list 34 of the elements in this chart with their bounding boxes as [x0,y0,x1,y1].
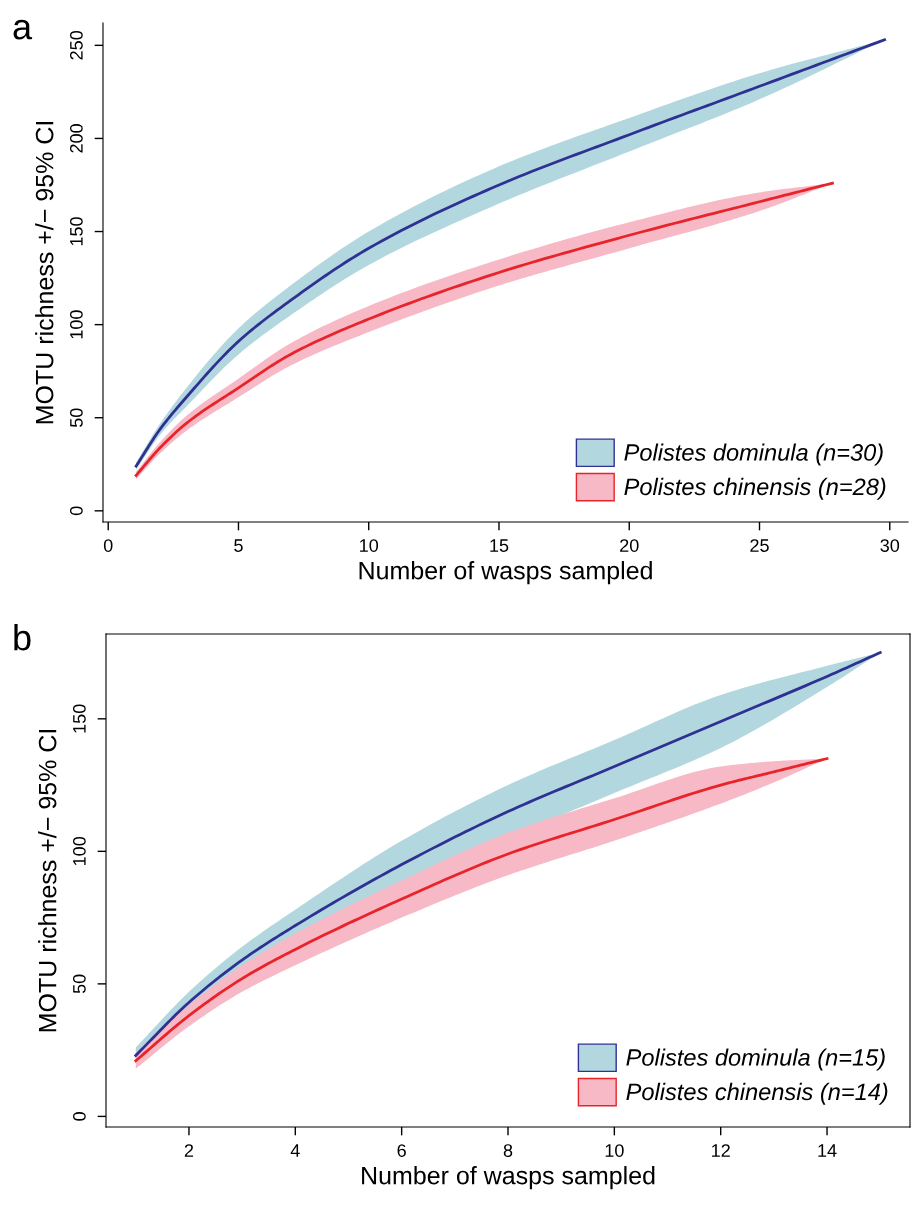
legend-label: Polistes chinensis (n=28) [624,477,886,500]
y-tick-label: 100 [72,836,86,866]
legend-label: Polistes dominula (n=15) [626,1048,885,1071]
x-tick-label: 30 [880,539,900,552]
y-tick-label: 150 [69,217,83,246]
chart-title: b [14,624,31,651]
x-tick-label: 20 [620,539,639,552]
x-tick-label: 8 [503,1144,513,1157]
x-tick-label: 5 [234,539,243,552]
x-tick-label: 25 [750,539,769,552]
y-tick-label: 50 [72,974,86,994]
y-axis-title: MOTU richness +/− 95% CI [35,121,54,424]
legend-label: Polistes dominula (n=30) [624,443,883,466]
x-tick-label: 0 [103,539,113,552]
y-axis-title: MOTU richness +/− 95% CI [38,729,57,1032]
y-tick-label: 200 [69,124,83,153]
x-tick-label: 14 [818,1144,837,1157]
x-axis-title: Number of wasps sampled [359,561,652,585]
x-tick-label: 15 [490,539,509,552]
chart-title: a [13,19,33,40]
y-tick-label: 0 [72,1112,86,1121]
x-tick-label: 10 [605,1144,624,1157]
x-tick-label: 6 [397,1144,406,1157]
y-tick-label: 0 [69,506,83,516]
x-tick-label: 10 [360,539,379,552]
y-tick-label: 150 [72,704,86,733]
y-tick-label: 250 [69,30,83,60]
x-tick-label: 2 [184,1144,194,1157]
y-tick-label: 100 [69,310,83,339]
x-tick-label: 4 [290,1144,300,1157]
y-tick-label: 50 [69,408,83,428]
x-tick-label: 12 [712,1144,730,1157]
x-axis-title: Number of wasps sampled [362,1166,655,1190]
legend-label: Polistes chinensis (n=14) [626,1082,888,1105]
